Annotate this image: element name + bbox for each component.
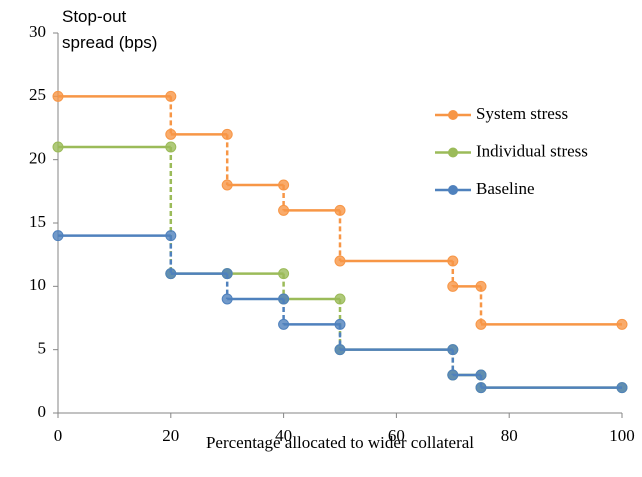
point	[447, 344, 459, 356]
x-tick-label: 80	[501, 426, 518, 445]
point	[616, 382, 628, 394]
point	[165, 268, 177, 280]
point	[616, 318, 628, 330]
point	[475, 382, 487, 394]
point	[165, 90, 177, 102]
y-tick-label: 20	[29, 149, 46, 168]
x-axis-label: Percentage allocated to wider collateral	[206, 433, 474, 452]
point	[334, 255, 346, 267]
point	[278, 268, 290, 280]
point	[278, 204, 290, 216]
point	[52, 141, 64, 153]
x-tick-label: 100	[609, 426, 635, 445]
point	[334, 293, 346, 305]
legend-label: System stress	[476, 104, 568, 123]
point	[278, 179, 290, 191]
point	[165, 141, 177, 153]
point	[475, 369, 487, 381]
point	[447, 280, 459, 292]
legend-label: Baseline	[476, 179, 535, 198]
y-tick-label: 0	[38, 402, 47, 421]
point	[221, 293, 233, 305]
point	[52, 230, 64, 242]
y-tick-label: 15	[29, 212, 46, 231]
point	[334, 318, 346, 330]
point	[221, 128, 233, 140]
x-tick-label: 60	[388, 426, 405, 445]
y-tick-label: 30	[29, 22, 46, 41]
point	[475, 318, 487, 330]
point	[52, 90, 64, 102]
point	[447, 255, 459, 267]
legend-label: Individual stress	[476, 141, 588, 160]
legend-marker	[448, 110, 458, 120]
point	[278, 318, 290, 330]
point	[165, 230, 177, 242]
point	[221, 268, 233, 280]
legend-marker	[448, 185, 458, 195]
point	[475, 280, 487, 292]
y-tick-label: 10	[29, 275, 46, 294]
y-tick-label: 25	[29, 85, 46, 104]
x-tick-label: 0	[54, 426, 63, 445]
point	[447, 369, 459, 381]
point	[334, 204, 346, 216]
x-tick-label: 20	[162, 426, 179, 445]
legend-marker	[448, 147, 458, 158]
y-axis-label: Stop-out spread (bps)	[62, 7, 158, 52]
point	[334, 344, 346, 356]
x-tick-label: 40	[275, 426, 292, 445]
point	[221, 179, 233, 191]
point	[278, 293, 290, 305]
point	[165, 128, 177, 140]
y-tick-label: 5	[38, 339, 47, 358]
